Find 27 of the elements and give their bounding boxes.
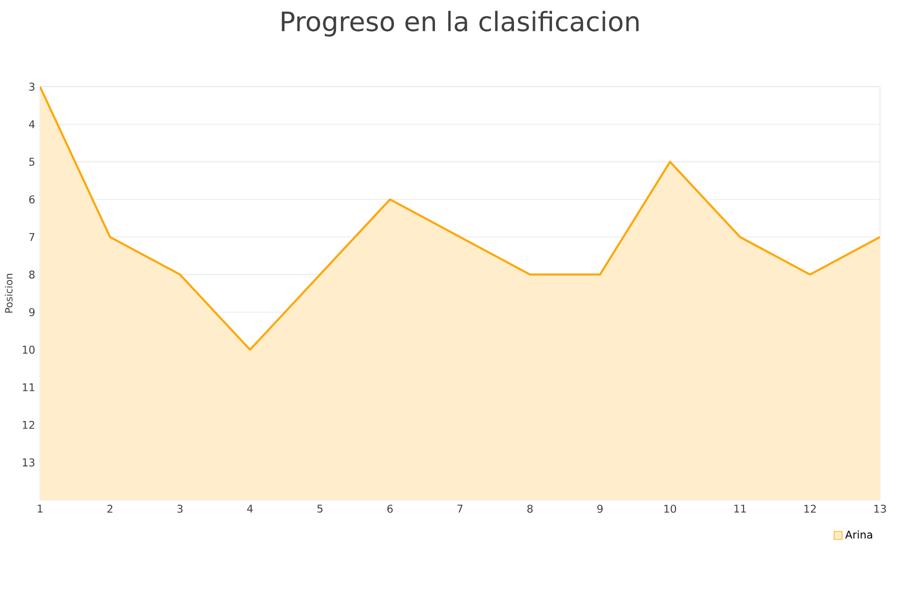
y-tick-label: 8 [29, 270, 35, 279]
x-tick-label: 1 [38, 504, 42, 512]
x-tick-label: 3 [177, 504, 183, 513]
y-tick-label: 10 [22, 346, 35, 354]
x-tick-label: 8 [527, 504, 533, 513]
y-tick-label: 9 [29, 308, 35, 316]
x-tick-label: 11 [734, 504, 746, 512]
y-axis-title: Posicion [4, 274, 13, 313]
y-tick-label: 13 [22, 458, 34, 466]
x-tick-label: 2 [107, 504, 112, 513]
chart-title: Progreso en la clasificacion [282, 10, 639, 37]
x-tick-label: 6 [387, 504, 393, 513]
x-tick-label: 7 [457, 504, 462, 512]
x-tick-label: 5 [317, 504, 322, 513]
legend-label: Arina [845, 530, 872, 539]
x-tick-label: 13 [874, 504, 886, 513]
y-tick-label: 6 [29, 195, 35, 204]
y-tick-label: 11 [22, 383, 34, 392]
x-tick-label: 12 [804, 504, 816, 513]
x-tick-label: 9 [597, 504, 603, 513]
y-tick-label: 12 [22, 420, 34, 429]
y-tick-label: 4 [29, 120, 35, 128]
x-tick-label: 10 [664, 504, 676, 513]
x-tick-label: 4 [247, 504, 253, 512]
y-tick-label: 3 [29, 82, 34, 91]
y-tick-label: 5 [29, 158, 34, 166]
y-tick-label: 7 [29, 233, 34, 241]
